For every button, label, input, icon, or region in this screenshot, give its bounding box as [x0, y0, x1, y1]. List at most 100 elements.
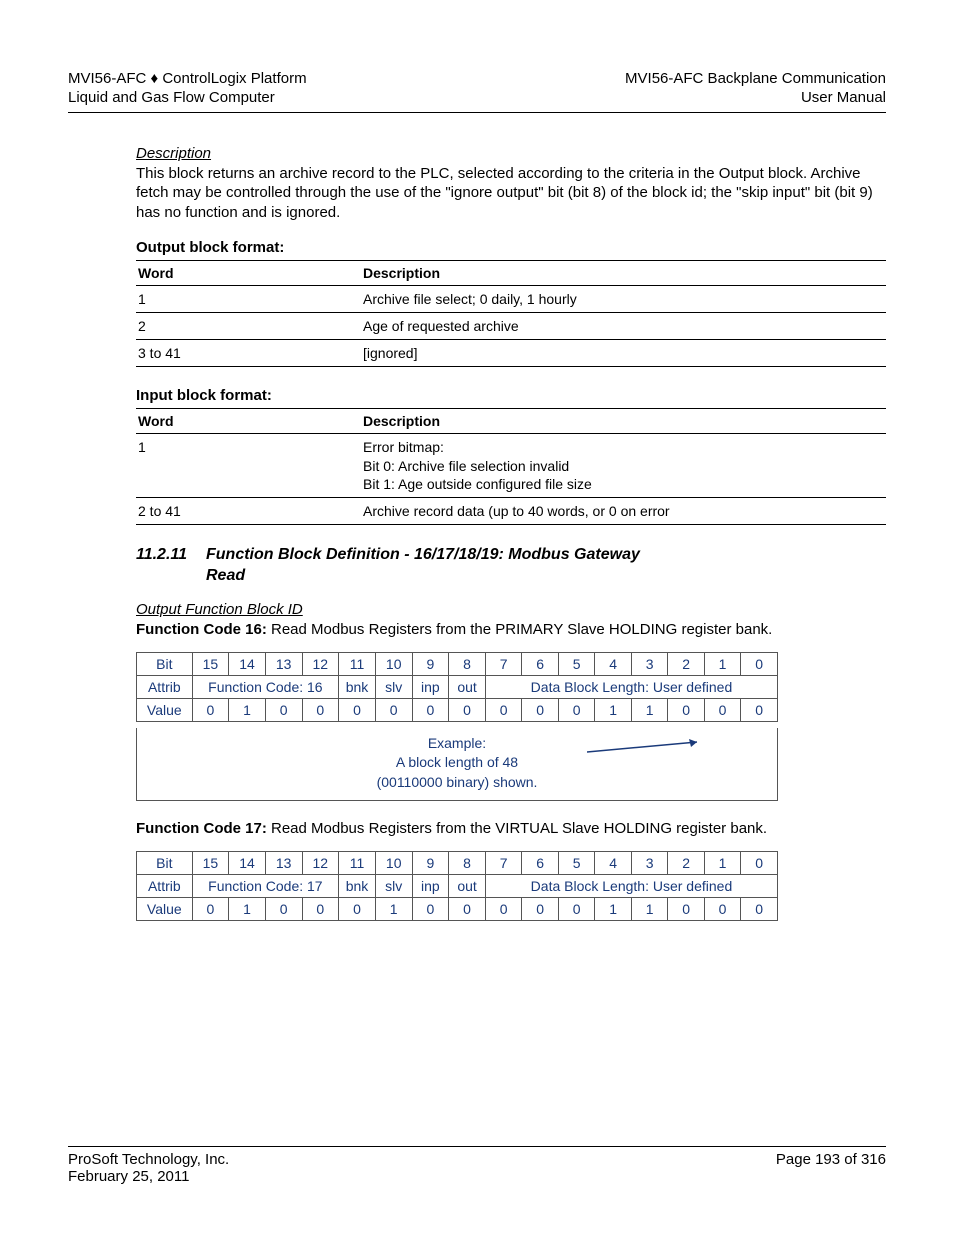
bit-cell: 9: [412, 652, 449, 675]
bit-cell: 4: [595, 852, 631, 875]
table-header-row: Word Description: [136, 260, 886, 285]
value-cell: 1: [595, 698, 631, 721]
footer-page: Page 193 of 316: [776, 1151, 886, 1185]
bit-cell: 1: [704, 852, 740, 875]
value-cell: 0: [412, 698, 449, 721]
attrib-fc: Function Code: 16: [192, 675, 339, 698]
value-cell: 0: [558, 698, 594, 721]
attrib-dbl: Data Block Length: User defined: [485, 675, 777, 698]
bit-cell: 8: [449, 852, 486, 875]
value-row: Value 0 1 0 0 0 0 0 0 0 0 0 1 1 0 0 0: [137, 698, 778, 721]
header-right-2: User Manual: [801, 89, 886, 106]
bit-cell: 9: [412, 852, 449, 875]
bit-cell: 13: [265, 652, 302, 675]
description-heading: Description: [136, 145, 886, 162]
bit-row: Bit 15 14 13 12 11 10 9 8 7 6 5 4 3 2 1 …: [137, 852, 778, 875]
example-l1: Example:: [428, 735, 486, 751]
value-label: Value: [137, 698, 193, 721]
bit-cell: 15: [192, 852, 229, 875]
bit-cell: 12: [302, 652, 339, 675]
table-row: 2Age of requested archive: [136, 313, 886, 340]
value-label: Value: [137, 898, 193, 921]
fc17-label: Function Code 17:: [136, 820, 267, 837]
value-cell: 0: [339, 898, 376, 921]
attrib-inp: inp: [412, 875, 449, 898]
table-row: 1Archive file select; 0 daily, 1 hourly: [136, 285, 886, 312]
content: Description This block returns an archiv…: [68, 145, 886, 922]
value-cell: 0: [302, 698, 339, 721]
attrib-out: out: [449, 675, 486, 698]
output-block-table: Word Description 1Archive file select; 0…: [136, 260, 886, 368]
value-cell: 1: [229, 698, 266, 721]
section-heading: 11.2.11Function Block Definition - 16/17…: [136, 545, 886, 587]
cell: 2: [136, 313, 361, 340]
value-cell: 0: [192, 698, 229, 721]
bit-cell: 7: [485, 852, 521, 875]
header-right-1: MVI56-AFC Backplane Communication: [625, 70, 886, 87]
bit-cell: 14: [229, 852, 266, 875]
value-cell: 0: [668, 898, 704, 921]
table-header-row: Word Description: [136, 409, 886, 434]
bit-label: Bit: [137, 852, 193, 875]
bit-cell: 8: [449, 652, 486, 675]
example-l2: A block length of 48: [396, 754, 518, 770]
cell: 1: [136, 434, 361, 498]
bit-cell: 2: [668, 852, 704, 875]
bit-cell: 5: [558, 652, 594, 675]
bit-cell: 10: [375, 652, 412, 675]
bit-cell: 6: [522, 852, 558, 875]
bit-cell: 14: [229, 652, 266, 675]
table-row: 3 to 41[ignored]: [136, 340, 886, 367]
value-cell: 0: [522, 698, 558, 721]
cell: 3 to 41: [136, 340, 361, 367]
value-cell: 0: [265, 698, 302, 721]
value-row: Value 0 1 0 0 0 1 0 0 0 0 0 1 1 0 0 0: [137, 898, 778, 921]
header-right: MVI56-AFC Backplane Communication User M…: [625, 70, 886, 108]
output-block-title: Output block format:: [136, 239, 886, 256]
value-cell: 0: [668, 698, 704, 721]
bit-cell: 6: [522, 652, 558, 675]
value-cell: 1: [631, 698, 667, 721]
cell: Archive record data (up to 40 words, or …: [361, 498, 886, 525]
bit-cell: 15: [192, 652, 229, 675]
footer-date: February 25, 2011: [68, 1168, 189, 1185]
attrib-out: out: [449, 875, 486, 898]
footer-left: ProSoft Technology, Inc. February 25, 20…: [68, 1151, 229, 1185]
fc17-line: Function Code 17: Read Modbus Registers …: [136, 819, 886, 839]
bit-cell: 11: [339, 852, 376, 875]
bit-cell: 11: [339, 652, 376, 675]
value-cell: 0: [485, 698, 521, 721]
page-header: MVI56-AFC ♦ ControlLogix Platform Liquid…: [68, 70, 886, 113]
value-cell: 0: [302, 898, 339, 921]
attrib-dbl: Data Block Length: User defined: [485, 875, 777, 898]
cell: 2 to 41: [136, 498, 361, 525]
value-cell: 0: [449, 898, 486, 921]
bit-row: Bit 15 14 13 12 11 10 9 8 7 6 5 4 3 2 1 …: [137, 652, 778, 675]
bit-table-fc16: Bit 15 14 13 12 11 10 9 8 7 6 5 4 3 2 1 …: [136, 652, 778, 722]
arrow-icon: [587, 738, 707, 756]
bit-cell: 13: [265, 852, 302, 875]
value-cell: 1: [229, 898, 266, 921]
fc16-label: Function Code 16:: [136, 621, 267, 638]
attrib-fc: Function Code: 17: [192, 875, 339, 898]
value-cell: 0: [375, 698, 412, 721]
value-cell: 1: [595, 898, 631, 921]
header-left-2: Liquid and Gas Flow Computer: [68, 89, 275, 106]
value-cell: 0: [522, 898, 558, 921]
header-left-1: MVI56-AFC ♦ ControlLogix Platform: [68, 70, 307, 87]
example-box: Example: A block length of 48 (00110000 …: [136, 728, 778, 802]
value-cell: 1: [631, 898, 667, 921]
bit-cell: 12: [302, 852, 339, 875]
value-cell: 0: [485, 898, 521, 921]
value-cell: 0: [741, 698, 778, 721]
attrib-bnk: bnk: [339, 875, 376, 898]
value-cell: 0: [741, 898, 778, 921]
value-cell: 0: [704, 698, 740, 721]
footer-company: ProSoft Technology, Inc.: [68, 1151, 229, 1168]
cell: 1: [136, 285, 361, 312]
bit-cell: 4: [595, 652, 631, 675]
col-word: Word: [136, 409, 361, 434]
table-row: 2 to 41Archive record data (up to 40 wor…: [136, 498, 886, 525]
attrib-slv: slv: [375, 875, 412, 898]
attrib-bnk: bnk: [339, 675, 376, 698]
